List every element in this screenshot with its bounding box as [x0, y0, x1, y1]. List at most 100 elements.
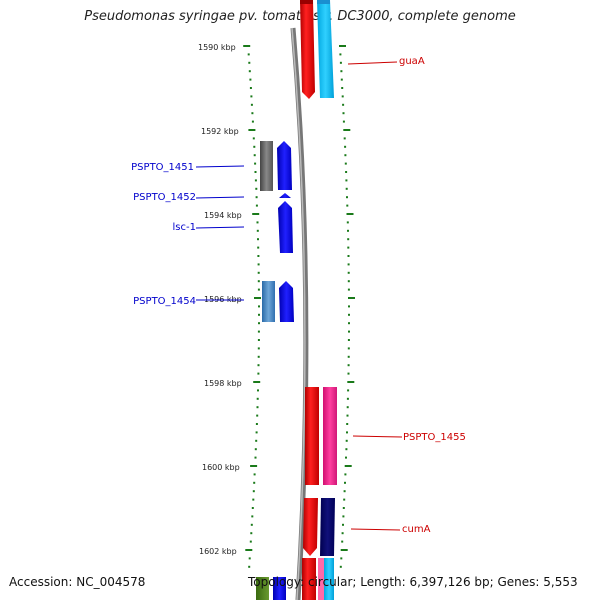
- minor-tick-left: [254, 448, 257, 451]
- gene-PSPTO_1452-blue[interactable]: [279, 193, 291, 198]
- left-ticks: [243, 45, 261, 568]
- minor-tick-right: [347, 255, 350, 257]
- leader-lsc-1: [195, 226, 245, 229]
- minor-tick-left: [248, 61, 251, 64]
- minor-tick-right: [344, 154, 347, 157]
- minor-tick-left: [257, 372, 260, 375]
- minor-tick-right: [344, 145, 347, 148]
- right-ticks: [339, 45, 355, 568]
- minor-tick-left: [257, 263, 260, 266]
- minor-tick-left: [253, 154, 256, 157]
- leader-guaA: [347, 61, 398, 65]
- minor-tick-left: [254, 162, 257, 165]
- minor-tick-right: [346, 406, 349, 409]
- minor-tick-right: [341, 540, 344, 543]
- minor-tick-left: [251, 112, 254, 115]
- minor-tick-right: [342, 103, 345, 106]
- minor-tick-left: [250, 103, 253, 106]
- gene-cumA-navy[interactable]: [320, 498, 335, 556]
- minor-tick-left: [258, 322, 260, 325]
- gene-label-PSPTO_1451[interactable]: PSPTO_1451: [131, 162, 194, 173]
- gene-guaA-cyan[interactable]: [317, 0, 334, 98]
- major-tick-left: [254, 297, 261, 299]
- gene-label-guaA[interactable]: guaA: [399, 56, 425, 67]
- minor-tick-left: [250, 95, 253, 98]
- minor-tick-right: [345, 171, 348, 173]
- gene-guaA-forward[interactable]: [300, 0, 315, 99]
- minor-tick-left: [256, 229, 259, 232]
- minor-tick-right: [339, 53, 342, 56]
- gene-PSPTO_1454-steel[interactable]: [262, 281, 275, 322]
- gene-guaA-cyan-cap: [317, 0, 330, 4]
- minor-tick-left: [248, 557, 251, 560]
- minor-tick-right: [347, 339, 350, 341]
- kbp-label-1598: 1598 kbp: [204, 379, 242, 388]
- major-tick-right: [339, 45, 346, 47]
- minor-tick-right: [340, 78, 343, 81]
- gene-label-PSPTO_1454[interactable]: PSPTO_1454: [133, 296, 196, 307]
- gene-PSPTO_1454-blue[interactable]: [279, 281, 294, 322]
- minor-tick-left: [257, 347, 260, 350]
- minor-tick-right: [341, 95, 344, 98]
- minor-tick-right: [348, 305, 350, 308]
- minor-tick-right: [346, 204, 349, 207]
- minor-tick-right: [341, 532, 344, 535]
- minor-tick-left: [255, 431, 258, 434]
- minor-tick-right: [343, 137, 346, 140]
- gene-label-cumA[interactable]: cumA: [402, 524, 431, 535]
- kbp-label-1592: 1592 kbp: [201, 127, 239, 136]
- minor-tick-left: [252, 498, 255, 501]
- minor-tick-right: [347, 246, 350, 249]
- major-tick-right: [344, 465, 352, 467]
- minor-tick-right: [347, 271, 350, 274]
- minor-tick-right: [348, 330, 350, 333]
- minor-tick-left: [252, 137, 255, 140]
- minor-tick-left: [249, 78, 252, 81]
- minor-tick-left: [251, 515, 254, 518]
- major-tick-left: [253, 381, 261, 383]
- gene-PSPTO_1455-red[interactable]: [305, 387, 319, 485]
- minor-tick-left: [257, 288, 260, 291]
- gene-lsc-1-blue[interactable]: [278, 201, 293, 253]
- genome-backbone: [290, 27, 309, 600]
- minor-tick-left: [256, 221, 259, 224]
- gene-PSPTO_1451-gray[interactable]: [260, 141, 273, 191]
- minor-tick-right: [348, 313, 350, 316]
- minor-tick-left: [257, 364, 260, 367]
- minor-tick-left: [251, 507, 254, 509]
- minor-tick-left: [257, 246, 260, 249]
- gene-bottom-cyan: [324, 558, 334, 600]
- major-tick-left: [245, 549, 253, 551]
- kbp-label-1600: 1600 kbp: [202, 463, 240, 472]
- gene-bottom-olive: [256, 577, 269, 600]
- map-title: Pseudomonas syringae pv. tomato str. DC3…: [84, 9, 516, 24]
- gene-label-lsc-1[interactable]: lsc-1: [173, 222, 196, 233]
- minor-tick-right: [344, 162, 347, 165]
- minor-tick-left: [255, 204, 258, 207]
- minor-tick-left: [257, 355, 260, 358]
- gene-PSPTO_1451-blue[interactable]: [277, 141, 292, 190]
- minor-tick-right: [343, 498, 346, 501]
- minor-tick-left: [256, 414, 259, 417]
- minor-tick-right: [344, 481, 346, 484]
- minor-tick-right: [347, 263, 350, 266]
- minor-tick-left: [255, 196, 258, 199]
- minor-tick-left: [255, 423, 258, 425]
- minor-tick-left: [249, 87, 252, 89]
- minor-tick-right: [347, 389, 350, 392]
- minor-tick-right: [345, 448, 348, 451]
- leader-cumA: [350, 528, 401, 531]
- gene-PSPTO_1455-pink[interactable]: [323, 387, 337, 485]
- gene-label-PSPTO_1452[interactable]: PSPTO_1452: [133, 192, 196, 203]
- minor-tick-right: [346, 397, 349, 400]
- minor-tick-right: [344, 473, 347, 476]
- major-tick-right: [343, 129, 351, 131]
- leader-PSPTO_1452: [195, 196, 245, 199]
- minor-tick-left: [250, 532, 253, 535]
- gene-cumA-red[interactable]: [303, 498, 318, 556]
- minor-tick-left: [256, 397, 259, 400]
- gene-label-PSPTO_1455[interactable]: PSPTO_1455: [403, 432, 466, 443]
- minor-tick-right: [346, 196, 348, 199]
- major-tick-left: [243, 45, 251, 47]
